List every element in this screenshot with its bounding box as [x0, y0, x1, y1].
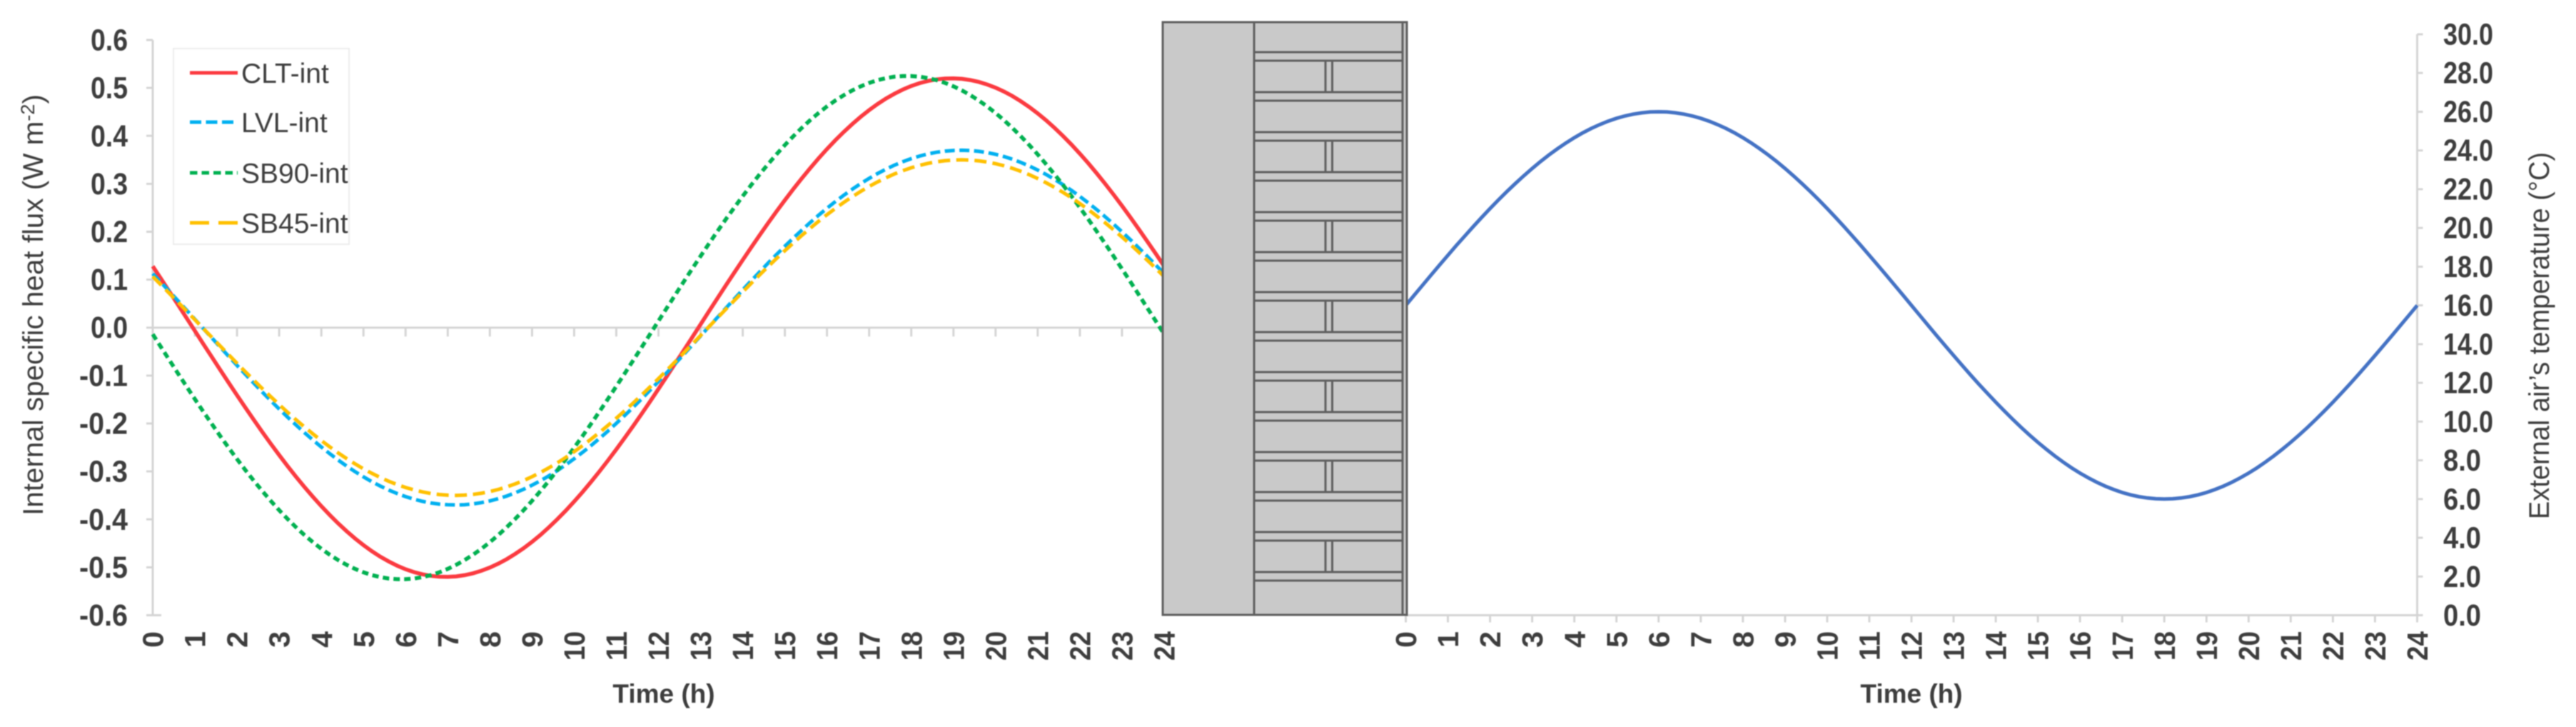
svg-text:5: 5: [348, 631, 380, 648]
svg-text:0.2: 0.2: [91, 215, 128, 249]
svg-text:24.0: 24.0: [2443, 134, 2493, 168]
svg-text:10.0: 10.0: [2443, 405, 2493, 439]
svg-text:24: 24: [2401, 631, 2434, 661]
svg-text:18: 18: [895, 631, 928, 661]
svg-text:16: 16: [811, 631, 844, 661]
svg-text:7: 7: [1684, 631, 1717, 648]
svg-text:21: 21: [2275, 631, 2308, 661]
svg-text:24: 24: [1148, 631, 1181, 661]
svg-text:3: 3: [263, 631, 296, 648]
svg-text:22.0: 22.0: [2443, 172, 2493, 206]
svg-text:17: 17: [853, 631, 886, 661]
svg-text:15: 15: [2022, 631, 2055, 661]
svg-text:External air’s temperature (°C: External air’s temperature (°C): [2524, 152, 2555, 519]
svg-text:2.0: 2.0: [2443, 560, 2481, 594]
svg-text:19: 19: [937, 631, 970, 661]
svg-text:4.0: 4.0: [2443, 521, 2481, 556]
svg-text:0.4: 0.4: [91, 119, 128, 154]
svg-text:Internal specific heat flux (W: Internal specific heat flux (W m-2): [16, 94, 49, 516]
svg-text:CLT-int: CLT-int: [241, 59, 329, 89]
svg-text:SB45-int: SB45-int: [241, 209, 348, 239]
svg-text:Time (h): Time (h): [612, 679, 714, 708]
svg-text:8.0: 8.0: [2443, 443, 2481, 478]
svg-text:2: 2: [221, 631, 254, 648]
svg-text:SB90-int: SB90-int: [241, 159, 348, 189]
svg-text:0.1: 0.1: [91, 263, 128, 297]
svg-text:20: 20: [979, 631, 1012, 661]
svg-text:0.0: 0.0: [91, 311, 128, 345]
svg-text:8: 8: [474, 631, 507, 648]
svg-text:4: 4: [1558, 631, 1591, 648]
svg-text:23: 23: [2359, 631, 2392, 661]
svg-text:10: 10: [1812, 631, 1844, 661]
svg-text:4: 4: [305, 631, 338, 648]
svg-text:11: 11: [600, 631, 633, 661]
svg-text:0.3: 0.3: [91, 167, 128, 201]
svg-text:6.0: 6.0: [2443, 482, 2481, 516]
svg-text:6: 6: [1642, 631, 1675, 648]
svg-text:-0.3: -0.3: [79, 455, 128, 489]
svg-text:22: 22: [2317, 631, 2350, 661]
svg-text:13: 13: [685, 631, 717, 661]
svg-text:Time (h): Time (h): [1860, 679, 1962, 708]
svg-text:9: 9: [516, 631, 549, 648]
svg-text:20: 20: [2233, 631, 2266, 661]
svg-text:28.0: 28.0: [2443, 56, 2493, 91]
svg-text:-0.6: -0.6: [79, 598, 128, 633]
svg-text:20.0: 20.0: [2443, 211, 2493, 246]
svg-text:-0.4: -0.4: [79, 503, 128, 537]
svg-text:0.0: 0.0: [2443, 598, 2481, 633]
svg-text:12: 12: [642, 631, 675, 661]
svg-text:0: 0: [137, 631, 170, 648]
svg-text:14: 14: [1980, 631, 2013, 661]
svg-text:7: 7: [432, 631, 465, 648]
svg-text:14: 14: [727, 631, 759, 661]
svg-text:11: 11: [1854, 631, 1886, 661]
svg-text:5: 5: [1600, 631, 1633, 648]
svg-text:15: 15: [769, 631, 802, 661]
svg-text:3: 3: [1516, 631, 1549, 648]
svg-text:1: 1: [1432, 631, 1465, 648]
svg-text:6: 6: [390, 631, 423, 648]
svg-text:1: 1: [179, 631, 212, 648]
svg-text:12.0: 12.0: [2443, 366, 2493, 401]
svg-text:-0.5: -0.5: [79, 551, 128, 585]
svg-text:10: 10: [558, 631, 591, 661]
svg-text:0: 0: [1390, 631, 1423, 648]
svg-text:21: 21: [1021, 631, 1054, 661]
svg-text:8: 8: [1727, 631, 1759, 648]
svg-text:14.0: 14.0: [2443, 327, 2493, 361]
svg-text:-0.1: -0.1: [79, 359, 128, 393]
svg-text:19: 19: [2191, 631, 2223, 661]
svg-text:12: 12: [1896, 631, 1929, 661]
svg-text:-0.2: -0.2: [79, 407, 128, 441]
svg-text:16: 16: [2064, 631, 2097, 661]
svg-text:17: 17: [2106, 631, 2139, 661]
svg-text:LVL-int: LVL-int: [241, 108, 328, 139]
svg-text:16.0: 16.0: [2443, 289, 2493, 323]
svg-text:0.5: 0.5: [91, 71, 128, 106]
svg-text:13: 13: [1938, 631, 1971, 661]
svg-text:26.0: 26.0: [2443, 95, 2493, 129]
svg-text:18.0: 18.0: [2443, 250, 2493, 284]
svg-text:0.6: 0.6: [91, 24, 128, 58]
svg-text:30.0: 30.0: [2443, 18, 2493, 52]
svg-text:2: 2: [1474, 631, 1507, 648]
svg-text:9: 9: [1769, 631, 1802, 648]
svg-text:22: 22: [1064, 631, 1097, 661]
svg-text:18: 18: [2148, 631, 2181, 661]
svg-text:23: 23: [1106, 631, 1139, 661]
